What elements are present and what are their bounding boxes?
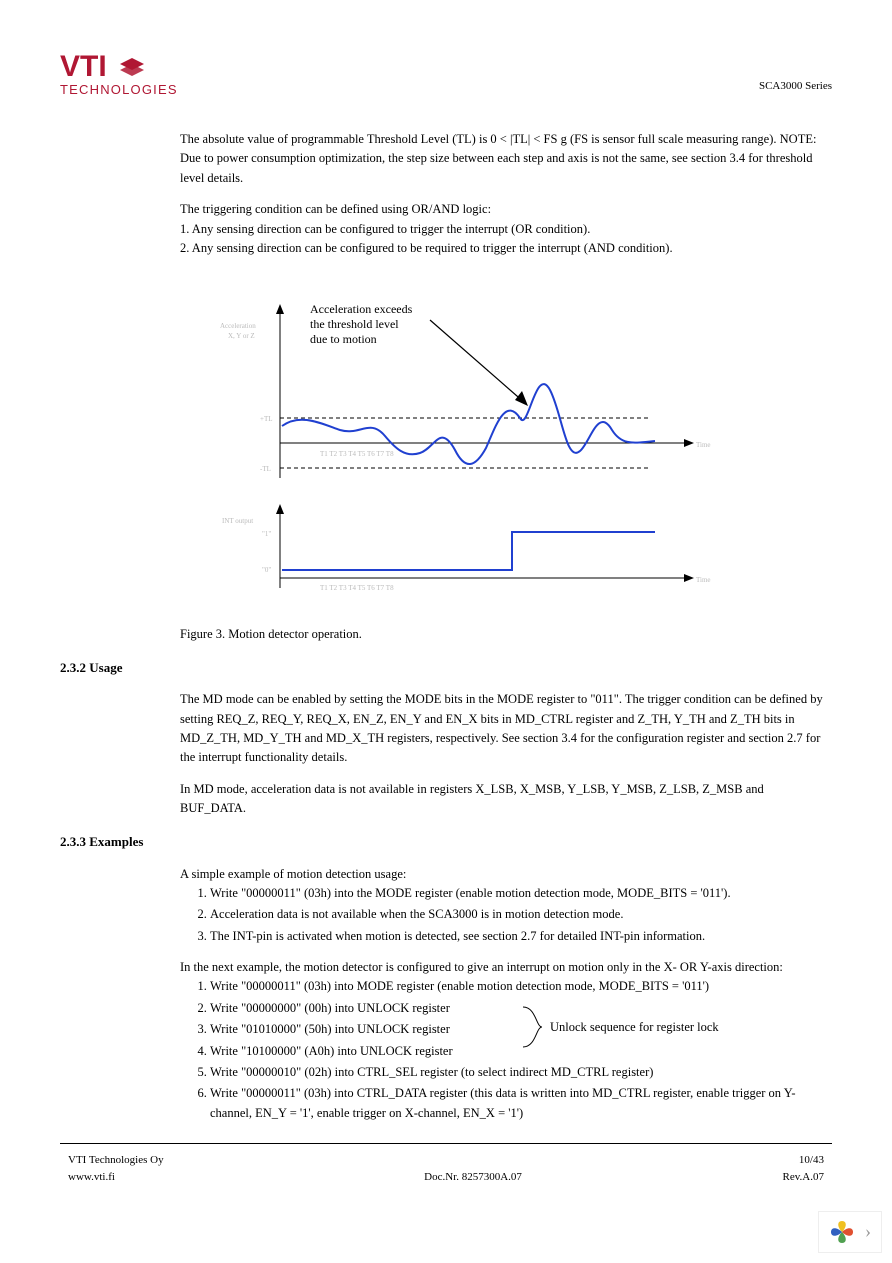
axis-accel-label: Acceleration [220, 322, 256, 330]
footer-center: Doc.Nr. 8257300A.07 [424, 1169, 522, 1186]
chevron-right-icon[interactable]: › [865, 1218, 871, 1246]
footer-url: www.vti.fi [68, 1169, 164, 1186]
example2-area: Write "00000011" (03h) into MODE registe… [180, 977, 832, 1123]
bracket-icon: Unlock sequence for register lock [518, 1003, 748, 1083]
examples-intro2: In the next example, the motion detector… [180, 958, 832, 977]
list-item: Write "00000011" (03h) into CTRL_DATA re… [210, 1084, 832, 1123]
logo-text-top: VTI [60, 50, 107, 83]
figure-caption: Figure 3. Motion detector operation. [180, 625, 832, 644]
intro-li1: 1. Any sensing direction can be configur… [180, 220, 832, 239]
zero-label: "0" [262, 566, 271, 574]
axis-xyz-label: X, Y or Z [228, 332, 255, 340]
footer-left: VTI Technologies Oy www.vti.fi [68, 1152, 164, 1186]
footer: VTI Technologies Oy www.vti.fi Doc.Nr. 8… [60, 1152, 832, 1186]
pager: › [818, 1211, 882, 1253]
usage-p2: In MD mode, acceleration data is not ava… [180, 780, 832, 819]
examples-intro1: A simple example of motion detection usa… [180, 865, 832, 884]
examples-heading: 2.3.3 Examples [60, 832, 832, 852]
list-item: Write "00000011" (03h) into the MODE reg… [210, 884, 832, 903]
pager-logo-icon [829, 1219, 855, 1245]
bracket-note-text: Unlock sequence for register lock [550, 1020, 719, 1034]
usage-p1: The MD mode can be enabled by setting th… [180, 690, 832, 768]
ticks-1: T1 T2 T3 T4 T5 T6 T7 T8 [320, 450, 394, 458]
usage-body: The MD mode can be enabled by setting th… [180, 690, 832, 818]
vti-logo: VTI TECHNOLOGIES [60, 50, 200, 106]
footer-doc: Doc.Nr. 8257300A.07 [424, 1169, 522, 1186]
series-label: SCA3000 Series [759, 78, 832, 95]
int-output-label: INT output [222, 517, 253, 525]
example1-list: Write "00000011" (03h) into the MODE reg… [180, 884, 832, 946]
header: VTI TECHNOLOGIES SCA3000 Series [60, 50, 832, 110]
figure-annotation-l3: due to motion [310, 332, 377, 346]
content-body: The absolute value of programmable Thres… [180, 130, 832, 644]
footer-divider [60, 1143, 832, 1144]
usage-heading: 2.3.2 Usage [60, 658, 832, 678]
figure-annotation-l2: the threshold level [310, 317, 399, 331]
intro-li2: 2. Any sensing direction can be configur… [180, 239, 832, 258]
intro-p1: The absolute value of programmable Thres… [180, 130, 832, 188]
list-item: The INT-pin is activated when motion is … [210, 927, 832, 946]
list-item: Acceleration data is not available when … [210, 905, 832, 924]
page: VTI TECHNOLOGIES SCA3000 Series The abso… [0, 0, 892, 1226]
tl-pos-label: +TL [260, 415, 273, 423]
examples-body: A simple example of motion detection usa… [180, 865, 832, 1124]
figure-annotation-l1: Acceleration exceeds [310, 302, 413, 316]
ticks-2: T1 T2 T3 T4 T5 T6 T7 T8 [320, 584, 394, 592]
footer-company: VTI Technologies Oy [68, 1152, 164, 1169]
list-item: Write "00000011" (03h) into MODE registe… [210, 977, 832, 996]
tl-neg-label: -TL [260, 465, 271, 473]
figure-3: Acceleration X, Y or Z +TL -TL Time T1 T… [210, 278, 832, 614]
footer-right: 10/43 Rev.A.07 [783, 1152, 824, 1186]
intro-p2: The triggering condition can be defined … [180, 200, 832, 219]
footer-rev: Rev.A.07 [783, 1169, 824, 1186]
one-label: "1" [262, 530, 271, 538]
time-label-1: Time [696, 441, 711, 449]
time-label-2: Time [696, 576, 711, 584]
footer-page: 10/43 [783, 1152, 824, 1169]
logo-text-bottom: TECHNOLOGIES [60, 82, 178, 97]
